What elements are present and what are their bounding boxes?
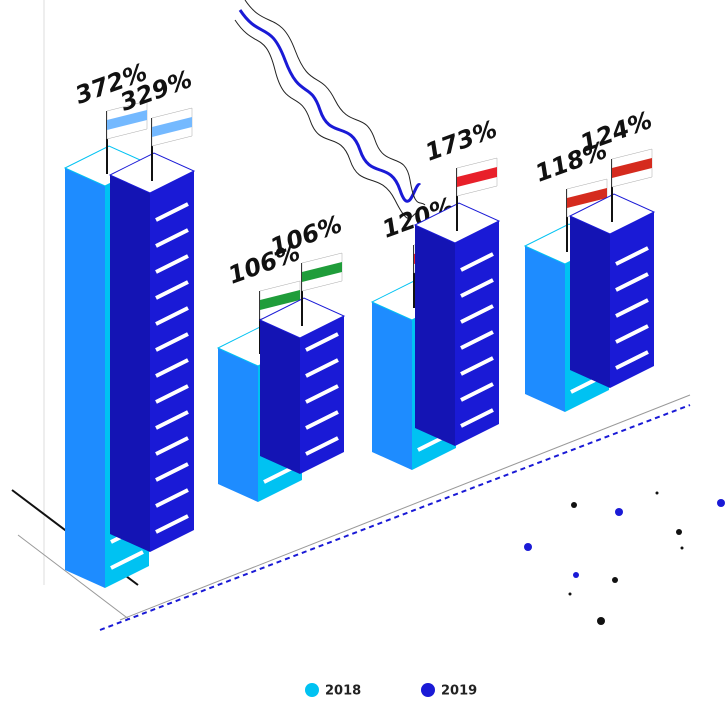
bar-right-face bbox=[150, 171, 194, 552]
flag-band bbox=[457, 167, 497, 187]
bar-right-face bbox=[455, 221, 499, 446]
bar-pattern bbox=[305, 332, 339, 352]
bar-pattern bbox=[110, 550, 144, 570]
bar-pattern bbox=[460, 408, 494, 428]
flag-band bbox=[152, 117, 192, 137]
bar-pattern bbox=[460, 382, 494, 402]
bar-pattern bbox=[155, 488, 189, 508]
bar-left-face bbox=[525, 246, 565, 412]
decor bbox=[11, 0, 725, 631]
bar-pattern bbox=[155, 280, 189, 300]
bar-pattern bbox=[155, 228, 189, 248]
bar-pattern bbox=[615, 324, 649, 344]
bar-pattern bbox=[155, 358, 189, 378]
bar bbox=[413, 202, 501, 446]
legend: 2018 2019 bbox=[305, 683, 477, 699]
bar-pattern bbox=[460, 304, 494, 324]
bar-left-face bbox=[65, 168, 105, 588]
bar-pattern bbox=[155, 384, 189, 404]
bar bbox=[568, 193, 656, 388]
bar-pattern bbox=[155, 514, 189, 534]
bar-right-face bbox=[610, 212, 654, 388]
value-label: 173% bbox=[421, 115, 500, 167]
legend-swatch bbox=[421, 683, 435, 697]
bars: 372%329%106%106% 120%173% 118%124% bbox=[63, 58, 656, 588]
flag-band bbox=[612, 158, 652, 178]
bar-pattern bbox=[460, 356, 494, 376]
bar-left-face bbox=[110, 175, 150, 552]
bar-pattern bbox=[615, 350, 649, 370]
flag-band bbox=[302, 262, 342, 282]
bar bbox=[258, 297, 346, 474]
legend-swatch bbox=[305, 683, 319, 697]
bar-pattern bbox=[155, 332, 189, 352]
bar-pattern bbox=[155, 436, 189, 456]
bar-pattern bbox=[155, 410, 189, 430]
bar-left-face bbox=[415, 225, 455, 446]
bar-pattern bbox=[615, 272, 649, 292]
bar-pattern bbox=[305, 410, 339, 430]
bar-left-face bbox=[218, 348, 258, 502]
flag-band bbox=[107, 110, 147, 130]
value-label: 124% bbox=[576, 106, 655, 158]
bar-pattern bbox=[305, 436, 339, 456]
legend-label: 2018 bbox=[325, 684, 361, 699]
bar-pattern bbox=[155, 254, 189, 274]
bar-pattern bbox=[460, 278, 494, 298]
legend-label: 2019 bbox=[441, 684, 477, 699]
flag-band bbox=[260, 290, 300, 310]
bar-pattern bbox=[460, 252, 494, 272]
bar-left-face bbox=[260, 320, 300, 474]
bar-pattern bbox=[615, 298, 649, 318]
flag-band bbox=[567, 188, 607, 208]
bar-left-face bbox=[570, 216, 610, 388]
bar-pattern bbox=[155, 306, 189, 326]
value-label: 106% bbox=[266, 210, 345, 262]
bar-pattern bbox=[615, 246, 649, 266]
bar-left-face bbox=[372, 302, 412, 470]
bar-pattern bbox=[155, 202, 189, 222]
bar bbox=[108, 152, 196, 552]
bar-pattern bbox=[305, 384, 339, 404]
bar-pattern bbox=[155, 462, 189, 482]
bar-pattern bbox=[460, 330, 494, 350]
bar-pattern bbox=[305, 358, 339, 378]
